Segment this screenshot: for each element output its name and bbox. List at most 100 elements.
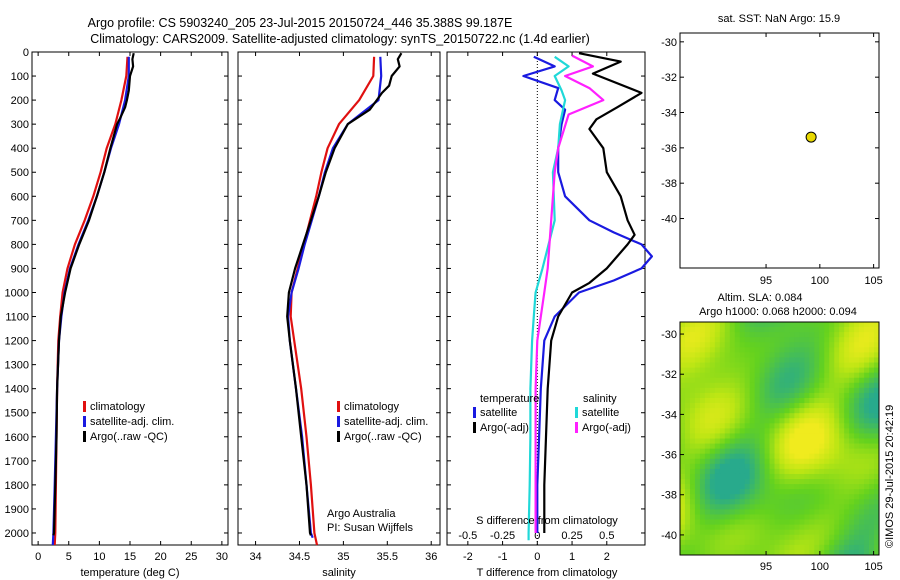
heatmap-cell — [844, 408, 850, 414]
heatmap-cell — [769, 408, 775, 414]
heatmap-cell — [809, 357, 815, 363]
heatmap-cell — [804, 519, 810, 526]
heatmap-cell — [694, 484, 701, 490]
heatmap-cell — [739, 367, 746, 374]
heatmap-cell — [739, 529, 746, 536]
heatmap-cell — [839, 479, 845, 485]
heatmap-cell — [784, 494, 790, 500]
heatmap-cell — [779, 468, 785, 475]
x-tick-label: 35.5 — [377, 551, 398, 563]
heatmap-cell — [754, 332, 761, 338]
heatmap-cell — [754, 352, 761, 358]
heatmap-cell — [844, 463, 850, 470]
heatmap-cell — [809, 433, 815, 439]
heatmap-cell — [809, 327, 815, 333]
heatmap-cell — [724, 489, 731, 495]
heatmap-cell — [774, 438, 780, 444]
heatmap-cell — [764, 539, 770, 546]
heatmap-cell — [684, 428, 691, 434]
heatmap-cell — [779, 418, 785, 424]
heatmap-cell — [819, 438, 825, 444]
heatmap-cell — [754, 463, 761, 470]
heatmap-cell — [834, 458, 840, 465]
heatmap-cell — [719, 489, 726, 495]
heatmap-cell — [774, 473, 780, 480]
heatmap-cell — [864, 428, 870, 434]
heatmap-cell — [699, 387, 706, 394]
heatmap-cell — [874, 337, 880, 343]
heatmap-cell — [744, 428, 751, 434]
heatmap-cell — [859, 534, 865, 541]
heatmap-cell — [819, 433, 825, 439]
heatmap-cell — [799, 529, 805, 536]
heatmap-cell — [869, 352, 875, 358]
heatmap-cell — [809, 499, 815, 505]
heatmap-cell — [819, 392, 825, 399]
heatmap-cell — [799, 509, 805, 515]
heatmap-cell — [744, 509, 751, 515]
heatmap-cell — [774, 519, 780, 526]
heatmap-cell — [779, 428, 785, 434]
heatmap-cell — [829, 473, 835, 480]
heatmap-cell — [759, 433, 765, 439]
heatmap-cell — [749, 352, 756, 358]
heatmap-cell — [680, 549, 686, 556]
heatmap-cell — [834, 544, 840, 551]
heatmap-cell — [714, 494, 721, 500]
heatmap-cell — [704, 494, 711, 500]
heatmap-cell — [784, 332, 790, 338]
heatmap-cell — [864, 473, 870, 480]
heatmap-cell — [744, 463, 751, 470]
heatmap-cell — [699, 463, 706, 470]
heatmap-cell — [804, 362, 810, 368]
heatmap-cell — [844, 529, 850, 536]
heatmap-cell — [784, 539, 790, 546]
heatmap-cell — [799, 423, 805, 429]
heatmap-cell — [789, 524, 795, 531]
heatmap-cell — [774, 357, 780, 363]
heatmap-cell — [789, 367, 795, 374]
heatmap-cell — [819, 458, 825, 465]
heatmap-cell — [859, 408, 865, 414]
heatmap-cell — [809, 514, 815, 520]
heatmap-cell — [814, 408, 820, 414]
heatmap-cell — [799, 428, 805, 434]
heatmap-cell — [799, 377, 805, 384]
heatmap-cell — [754, 473, 761, 480]
heatmap-cell — [734, 453, 741, 460]
heatmap-cell — [854, 403, 860, 409]
x-top-tick-label: -0.5 — [458, 530, 477, 542]
heatmap-cell — [829, 337, 835, 343]
heatmap-cell — [774, 549, 780, 556]
heatmap-cell — [804, 387, 810, 394]
heatmap-cell — [864, 357, 870, 363]
heatmap-cell — [759, 519, 765, 526]
heatmap-cell — [749, 423, 756, 429]
heatmap-cell — [839, 438, 845, 444]
heatmap-cell — [779, 342, 785, 348]
heatmap-cell — [874, 433, 880, 439]
heatmap-cell — [789, 504, 795, 510]
heatmap-cell — [834, 479, 840, 485]
y-tick-label: 200 — [11, 95, 29, 107]
x-tick-label: 15 — [124, 551, 136, 563]
heatmap-cell — [774, 397, 780, 404]
heatmap-cell — [744, 347, 751, 353]
heatmap-cell — [814, 433, 820, 439]
heatmap-cell — [794, 509, 800, 515]
heatmap-cell — [724, 327, 731, 333]
x-tick-label: 95 — [760, 561, 772, 573]
heatmap-cell — [854, 367, 860, 374]
heatmap-cell — [819, 484, 825, 490]
heatmap-cell — [794, 428, 800, 434]
heatmap-cell — [774, 479, 780, 485]
y-tick-label: 1100 — [5, 312, 29, 324]
heatmap-cell — [744, 372, 751, 379]
heatmap-cell — [789, 377, 795, 384]
heatmap-cell — [714, 327, 721, 333]
x-tick-label: 20 — [155, 551, 167, 563]
heatmap-cell — [724, 438, 731, 444]
heatmap-cell — [704, 413, 711, 419]
heatmap-cell — [689, 362, 696, 368]
heatmap-cell — [684, 357, 691, 363]
